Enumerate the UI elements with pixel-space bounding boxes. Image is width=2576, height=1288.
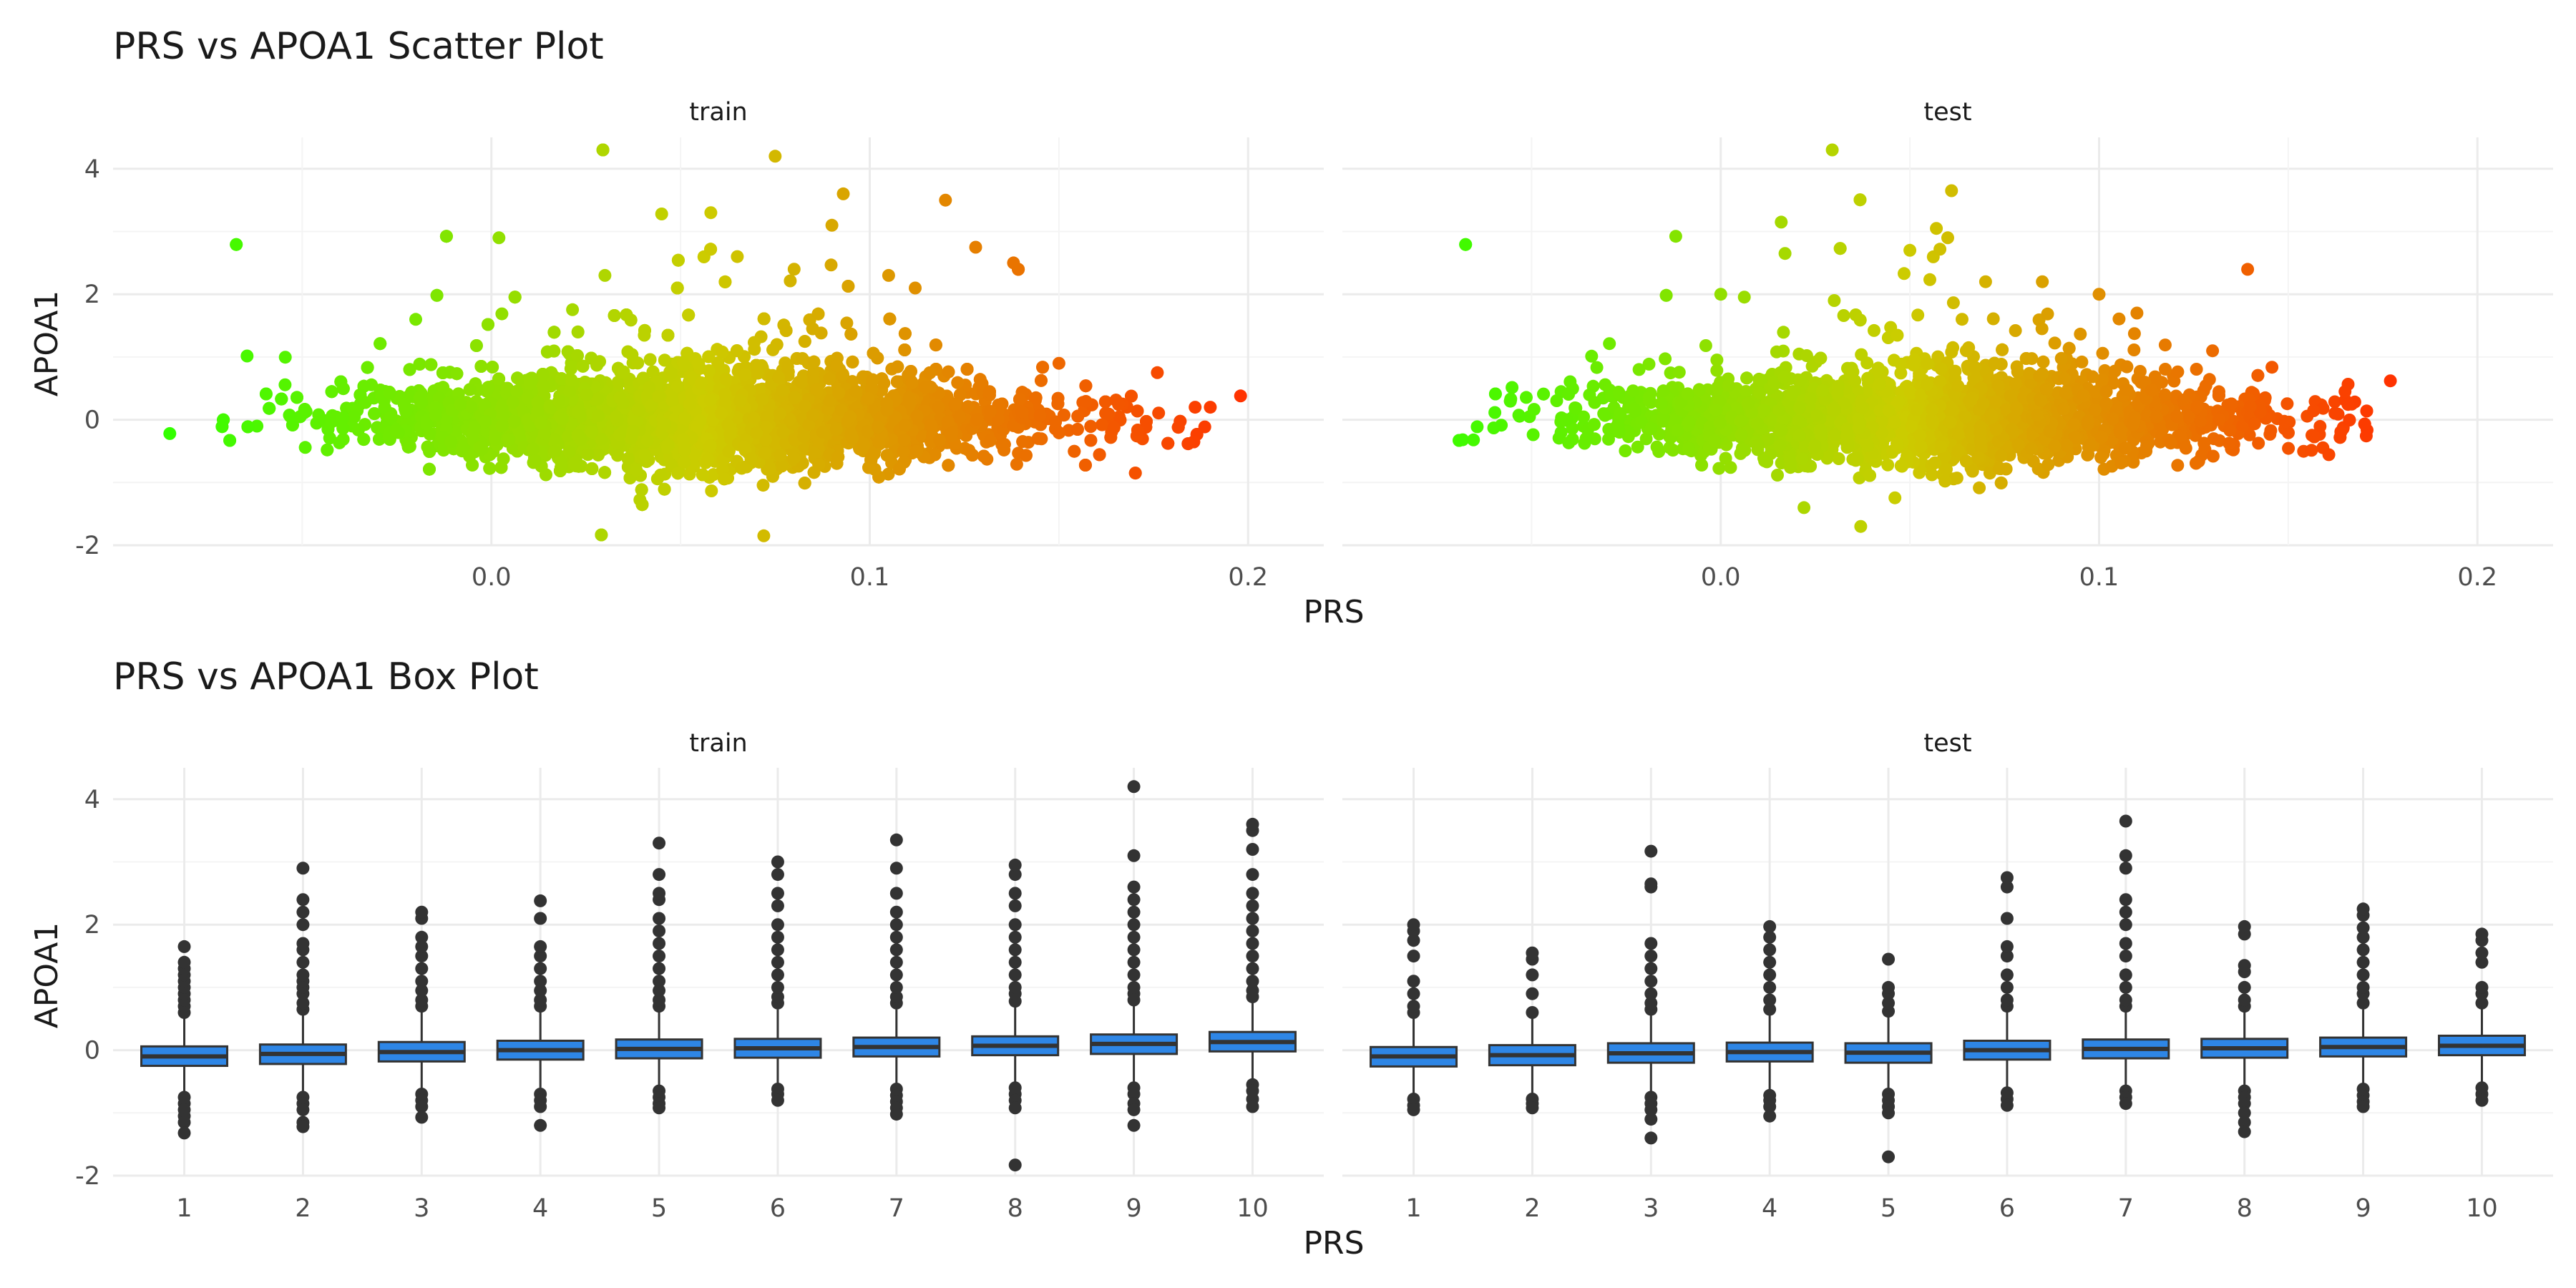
scatter-point <box>983 434 997 447</box>
scatter-point <box>784 274 797 288</box>
scatter-strip-train: train <box>689 98 747 127</box>
scatter-point <box>766 343 780 356</box>
scatter-point <box>1035 374 1048 387</box>
scatter-point <box>469 339 483 352</box>
scatter-point <box>880 449 894 462</box>
scatter-point <box>413 357 426 371</box>
scatter-point <box>1068 444 1081 458</box>
scatter-point <box>1031 431 1045 445</box>
scatter-point <box>658 482 671 496</box>
scatter-point <box>1152 406 1166 420</box>
scatter-point <box>1128 467 1142 480</box>
scatter-point <box>1084 434 1098 447</box>
scatter-point <box>230 238 243 251</box>
scatter-point <box>1131 404 1144 418</box>
scatter-point <box>654 468 668 482</box>
scatter-point <box>928 448 942 462</box>
scatter-point <box>357 433 371 447</box>
scatter-point <box>646 365 660 379</box>
scatter-point <box>259 387 273 401</box>
scatter-panel-train <box>113 137 1324 547</box>
scatter-point <box>436 381 450 394</box>
scatter-point <box>1070 423 1084 436</box>
scatter-strip-test: test <box>1923 98 1971 127</box>
scatter-point <box>1125 389 1138 403</box>
scatter-point <box>620 308 633 321</box>
scatter-point <box>495 307 509 321</box>
scatter-point <box>757 312 771 326</box>
scatter-point <box>608 309 621 322</box>
scatter-point <box>595 528 608 542</box>
scatter-point <box>1071 409 1085 423</box>
scatter-point <box>482 318 494 331</box>
scatter-point <box>643 353 657 366</box>
scatter-point <box>705 484 718 497</box>
scatter-point <box>635 498 649 512</box>
scatter-point <box>223 434 237 447</box>
scatter-point <box>670 281 684 295</box>
scatter-point <box>671 253 685 267</box>
scatter-point <box>891 360 904 374</box>
scatter-point <box>240 349 254 363</box>
scatter-point <box>1096 418 1109 431</box>
scatter-point <box>841 280 855 293</box>
scatter-point <box>585 462 599 475</box>
scatter-point <box>1051 397 1065 411</box>
scatter-point <box>748 336 761 349</box>
scatter-point <box>333 436 346 449</box>
scatter-point <box>798 335 811 348</box>
scatter-point <box>1161 436 1175 450</box>
scatter-point <box>1016 435 1030 449</box>
scatter-point <box>716 346 729 358</box>
scatter-point <box>951 376 965 389</box>
scatter-point <box>298 441 312 454</box>
scatter-point <box>1010 457 1023 471</box>
scatter-point <box>638 323 651 337</box>
scatter-point <box>571 325 585 338</box>
scatter-point <box>840 316 854 330</box>
scatter-point <box>432 391 446 405</box>
scatter-point <box>486 361 499 374</box>
scatter-point <box>756 479 770 492</box>
scatter-point <box>1098 395 1112 409</box>
scatter-point <box>1019 449 1033 462</box>
scatter-point <box>241 420 255 434</box>
scatter-point <box>321 443 334 457</box>
scatter-point <box>430 288 444 302</box>
scatter-point <box>824 258 838 272</box>
scatter-point <box>566 303 580 316</box>
scatter-title: PRS vs APOA1 Scatter Plot <box>113 25 604 68</box>
scatter-point <box>975 377 989 391</box>
scatter-point <box>278 351 292 364</box>
scatter-point <box>278 378 292 391</box>
scatter-point <box>1029 391 1043 404</box>
scatter-point <box>612 376 625 390</box>
